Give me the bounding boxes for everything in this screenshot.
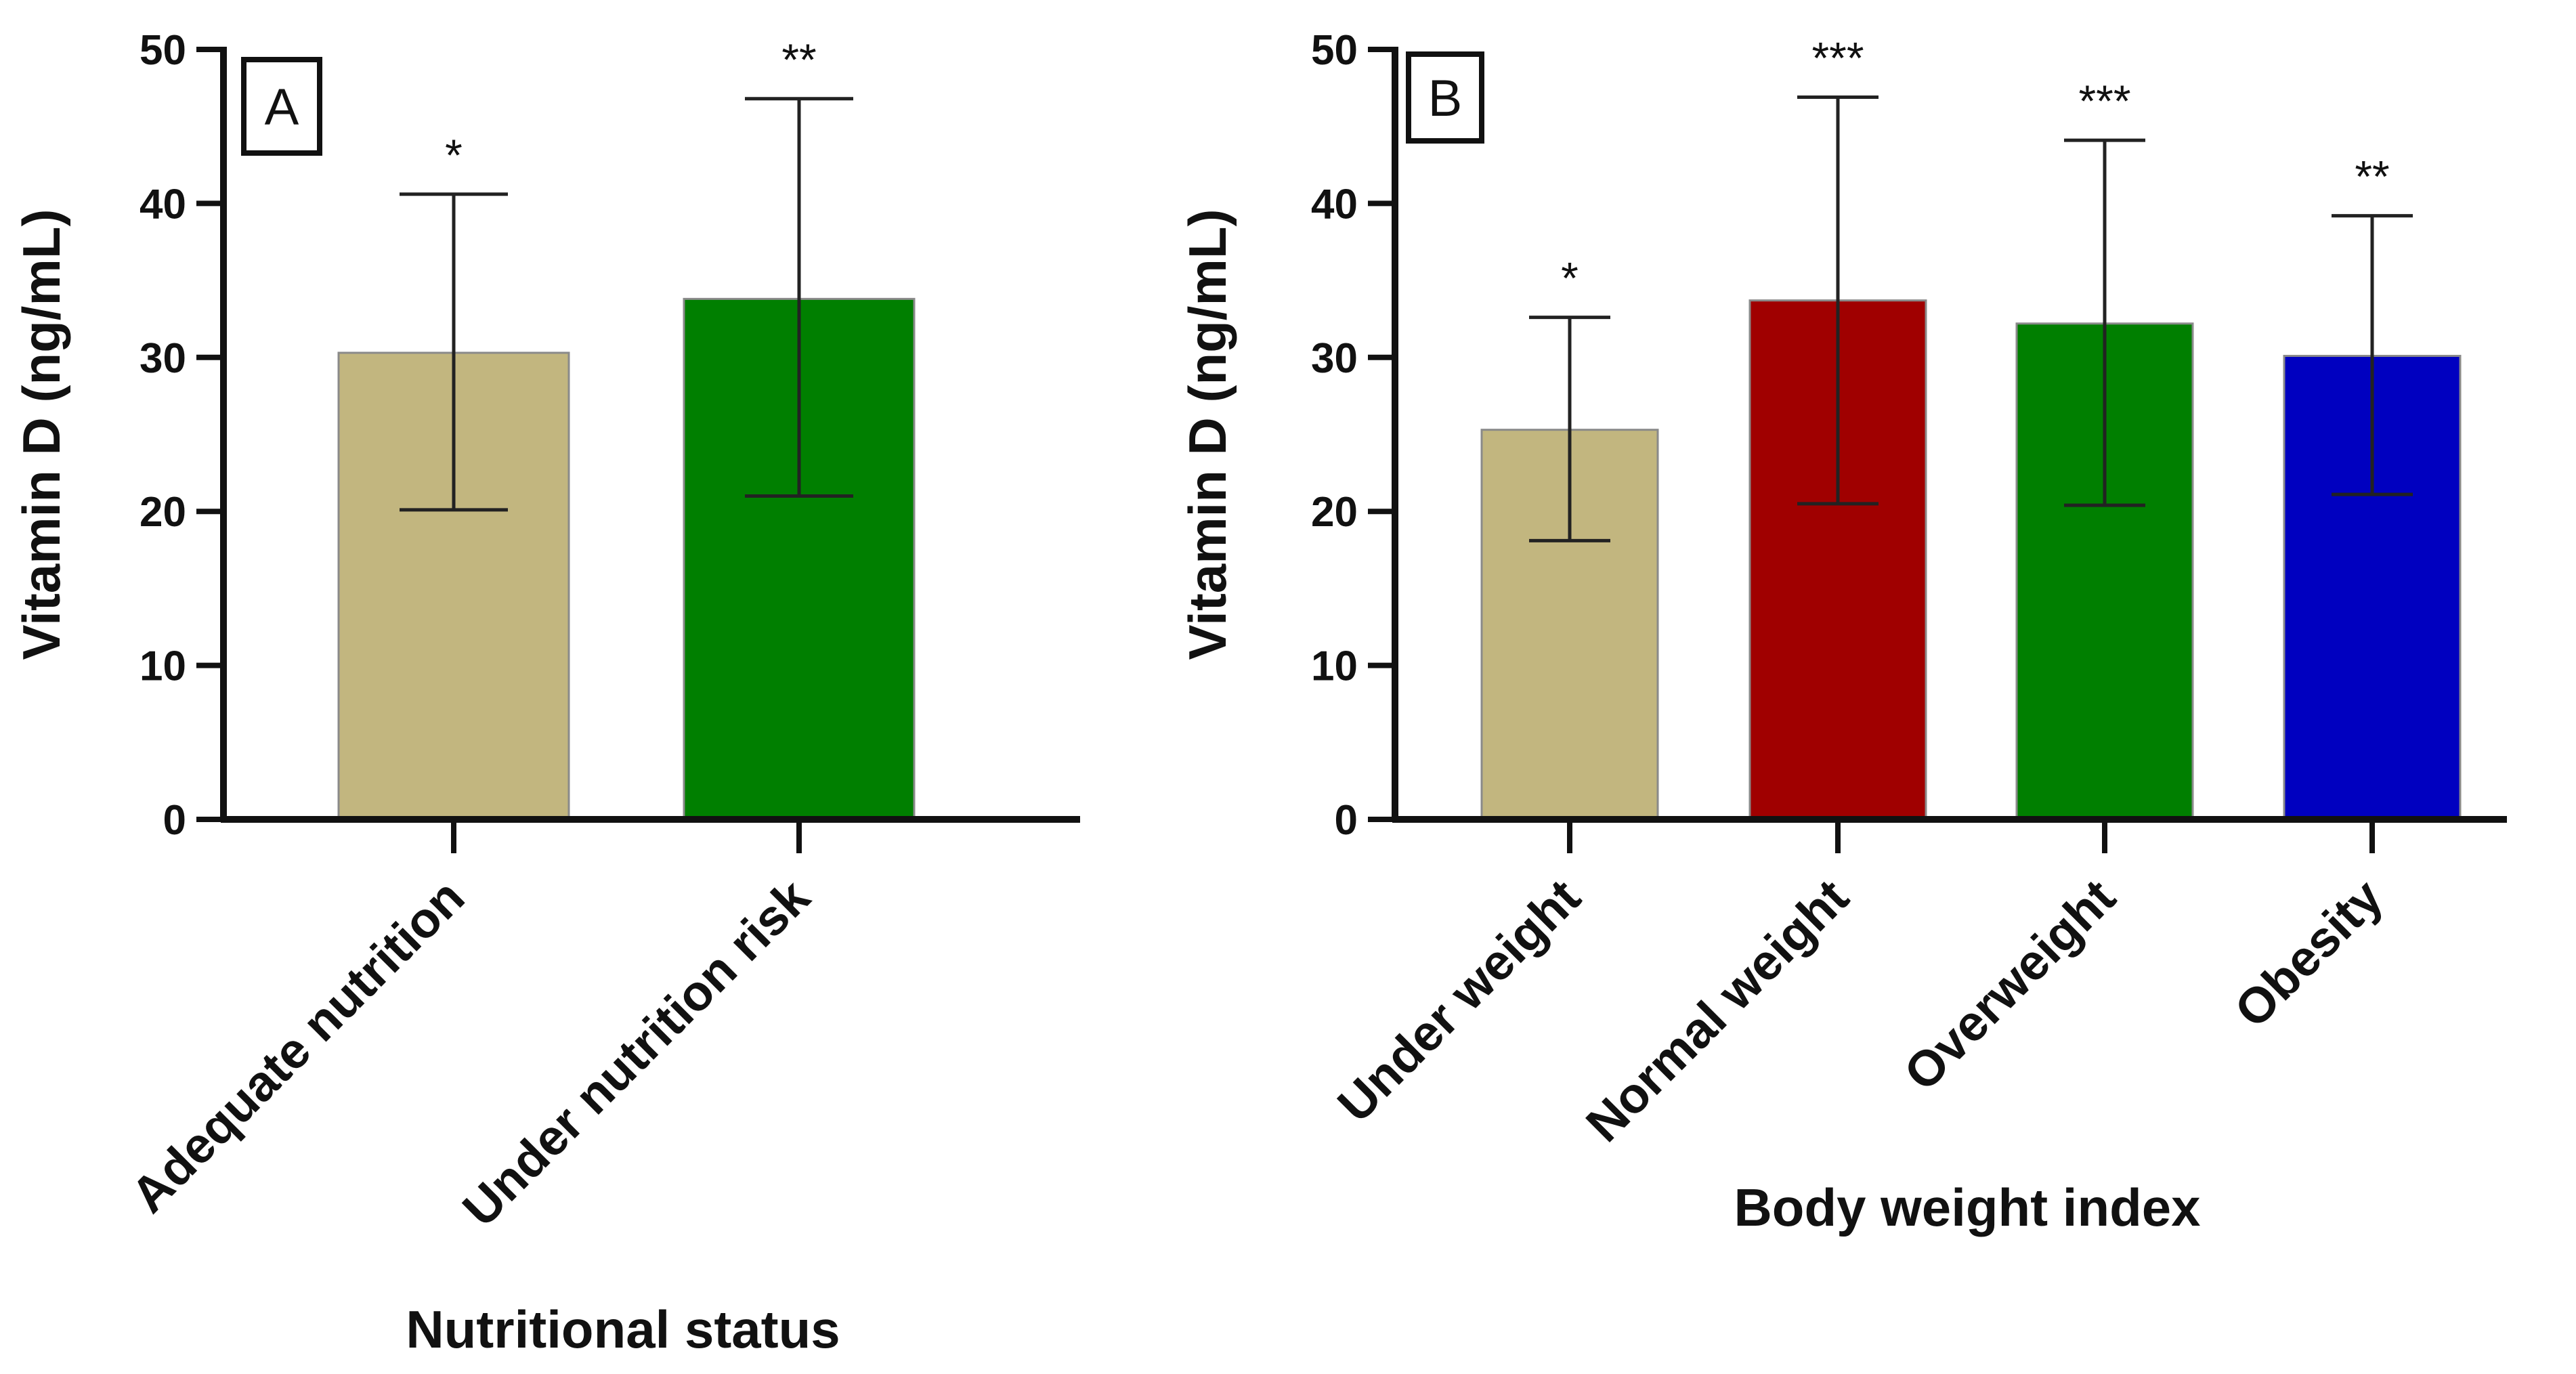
error-bar-3 <box>2064 138 2145 507</box>
significance-label-1: * <box>445 130 463 180</box>
x-tick-label-3: Overweight <box>1893 869 2126 1102</box>
y-tick-label: 50 <box>139 27 186 74</box>
x-tick-label-1: Under weight <box>1327 869 1591 1133</box>
y-tick-label: 40 <box>139 181 186 228</box>
x-axis-title: Nutritional status <box>406 1300 840 1359</box>
error-bar-1 <box>1529 316 1610 542</box>
error-bar-2 <box>745 97 853 498</box>
y-tick-label: 40 <box>1311 181 1358 228</box>
panel-label: B <box>1428 70 1463 127</box>
significance-label-1: * <box>1561 253 1579 303</box>
panel-label-box <box>241 57 322 156</box>
y-tick-label: 10 <box>139 643 186 690</box>
panel-label: A <box>265 79 299 136</box>
y-tick-label: 0 <box>1335 797 1358 844</box>
y-tick-label: 20 <box>139 489 186 536</box>
significance-label-3: *** <box>2078 76 2130 126</box>
y-tick-label: 50 <box>1311 27 1358 74</box>
x-axis-title: Body weight index <box>1734 1178 2200 1237</box>
panel-label-box <box>1406 51 1484 144</box>
error-bar-2 <box>1797 95 1879 506</box>
y-axis-title: Vitamin D (ng/mL) <box>1178 209 1237 660</box>
significance-label-2: ** <box>781 35 816 85</box>
error-bar-4 <box>2332 214 2413 496</box>
significance-label-4: ** <box>2355 152 2389 202</box>
x-tick-label-2: Under nutrition risk <box>452 868 821 1237</box>
x-tick-label-1: Adequate nutrition <box>121 869 475 1224</box>
error-bar-1 <box>400 192 508 512</box>
y-axis-title: Vitamin D (ng/mL) <box>12 209 71 660</box>
significance-label-2: *** <box>1811 33 1864 83</box>
y-tick-label: 10 <box>1311 643 1358 690</box>
y-tick-label: 20 <box>1311 489 1358 536</box>
y-tick-label: 0 <box>163 797 186 844</box>
x-tick-label-4: Obesity <box>2224 869 2394 1039</box>
y-tick-label: 30 <box>1311 335 1358 382</box>
x-tick-label-2: Normal weight <box>1575 869 1859 1153</box>
y-tick-label: 30 <box>139 335 186 382</box>
